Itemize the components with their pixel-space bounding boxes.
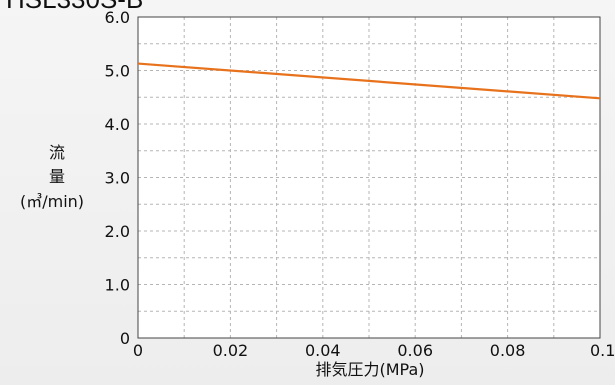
y-tick-label: 6.0 [105,8,130,27]
y-tick-label: 2.0 [105,222,130,241]
y-axis-label-line-1: 流 [49,143,65,162]
x-tick-label: 0 [133,341,143,360]
y-tick-label: 3.0 [105,169,130,188]
x-tick-label: 0.1 [590,341,615,360]
axes [137,16,601,339]
y-tick-label: 5.0 [105,62,130,81]
x-tick-label: 0.04 [305,341,341,360]
x-tick-label: 0.08 [490,341,526,360]
plot-frame [137,16,601,339]
chart-title: HSL330S-B [6,0,143,14]
y-tick-labels: 0 1.0 2.0 3.0 4.0 5.0 6.0 [105,8,130,348]
y-tick-label: 4.0 [105,115,130,134]
x-axis-label: 排気圧力(MPa) [315,360,424,379]
series-line [137,62,601,100]
series-lines [137,62,601,100]
x-tick-label: 0.02 [213,341,249,360]
y-axis-label-line-2: 量 [49,167,65,186]
y-tick-label: 0 [120,329,130,348]
grid-lines [138,17,600,338]
y-tick-label: 1.0 [105,276,130,295]
y-axis-label-line-3: (㎥/min) [20,192,84,211]
x-tick-labels: 0 0.02 0.04 0.06 0.08 0.1 [133,341,615,360]
x-tick-label: 0.06 [397,341,433,360]
